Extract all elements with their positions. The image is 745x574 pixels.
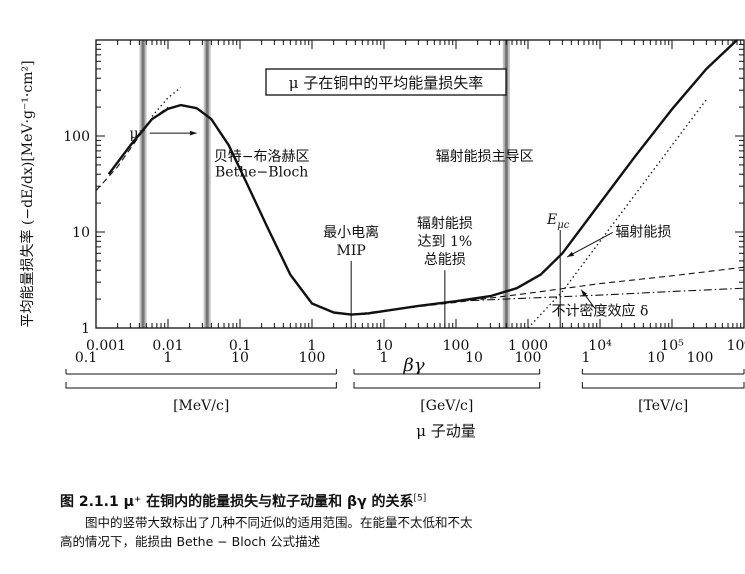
chart-title-box <box>265 68 507 96</box>
annotation-3: 辐射能损主导区 <box>436 149 534 165</box>
momentum-tick-label: 100 <box>687 350 714 366</box>
figure-caption-body: 图中的竖带大致标出了几种不同近似的适用范围。在能量不太低和不太 高的情况下，能损… <box>60 513 710 551</box>
series-line-4 <box>351 266 745 316</box>
annotation-1: 贝特−布洛赫区 <box>214 149 310 165</box>
momentum-bracket-1 <box>353 382 541 389</box>
momentum-tick-label: 10 <box>647 350 665 366</box>
momentum-tick-label: 100 <box>515 350 542 366</box>
momentum-tick-label: 1 <box>582 350 591 366</box>
x-tick-label: 1 000 <box>508 338 548 354</box>
marker-label-1-2: 总能损 <box>424 252 466 268</box>
caption-line-1: 图中的竖带大致标出了几种不同近似的适用范围。在能量不太低和不太 <box>85 515 473 530</box>
x-tick-label: 1 <box>308 338 317 354</box>
radiative-loss-arrow-head <box>567 251 575 257</box>
series-line-1 <box>95 106 169 191</box>
marker-label-emuc: Eμc <box>546 212 570 231</box>
caption-title-text: 图 2.1.1 μ⁺ 在铜内的能量损失与粒子动量和 βγ 的关系 <box>60 494 414 510</box>
momentum-bracket-0 <box>65 382 337 389</box>
radiative-loss-arrow <box>566 231 613 258</box>
chart-title: μ 子在铜中的平均能量损失率 <box>289 74 484 92</box>
momentum-bracket-2 <box>581 382 745 389</box>
momentum-unit-label-0: [MeV/c] <box>173 398 229 414</box>
series-line-2 <box>151 86 182 117</box>
annotation-0: μ⁻ <box>129 126 146 142</box>
x-tick-label: 10 <box>375 338 393 354</box>
x-tick-label: 0.1 <box>229 338 251 354</box>
momentum-tick-label: 100 <box>299 350 326 366</box>
momentum-tick-label: 1 <box>380 350 389 366</box>
x-tick-label: 100 <box>443 338 470 354</box>
momentum-tick-label: 10 <box>465 350 483 366</box>
mu-minus-arrow-head <box>190 130 197 136</box>
x-tick-label: 10⁵ <box>660 338 684 354</box>
shaded-band-core-1 <box>205 40 209 328</box>
x-tick-label: 10⁴ <box>588 338 612 354</box>
marker-label-0-1: MIP <box>337 243 366 259</box>
annotation-4: 辐射能损 <box>615 224 671 240</box>
plot-frame <box>95 39 745 329</box>
momentum-tick-label: 1 <box>164 350 173 366</box>
y-tick-label: 10 <box>72 225 90 241</box>
density-effect-arrow-head <box>581 289 588 297</box>
figure-caption-title: 图 2.1.1 μ⁺ 在铜内的能量损失与粒子动量和 βγ 的关系[5] <box>60 491 426 511</box>
shaded-band-core-0 <box>141 40 145 328</box>
caption-reference: [5] <box>413 493 427 504</box>
marker-label-1-1: 达到 1% <box>418 234 473 250</box>
annotation-5: 不计密度效应 δ <box>552 302 649 319</box>
y-tick-label: 1 <box>81 321 90 337</box>
caption-line-2: 高的情况下，能损由 Bethe − Bloch 公式描述 <box>60 534 321 549</box>
series-line-3 <box>527 99 707 329</box>
annotation-2: Bethe−Bloch <box>215 164 308 180</box>
x-tick-label: 0.001 <box>86 338 126 354</box>
y-axis-label: 平均能量损失率 (−dE/dx)[MeV·g⁻¹·cm²] <box>19 60 36 327</box>
shaded-band-core-2 <box>504 40 508 328</box>
x-tick-label: 0.01 <box>152 338 183 354</box>
marker-label-1-0: 辐射能损 <box>417 216 473 232</box>
momentum-axis-title: μ 子动量 <box>416 422 476 440</box>
series-line-5 <box>455 287 745 302</box>
momentum-unit-label-1: [GeV/c] <box>420 398 473 414</box>
momentum-tick-label: 10 <box>231 350 249 366</box>
x-axis-label: βγ <box>402 355 424 376</box>
momentum-unit-label-2: [TeV/c] <box>638 398 688 414</box>
y-tick-label: 100 <box>63 129 90 145</box>
marker-label-emuc-sub: μc <box>557 220 569 231</box>
x-tick-label: 10⁶ <box>727 338 745 354</box>
momentum-tick-label: 0.1 <box>75 350 97 366</box>
marker-label-0-0: 最小电离 <box>323 224 379 241</box>
